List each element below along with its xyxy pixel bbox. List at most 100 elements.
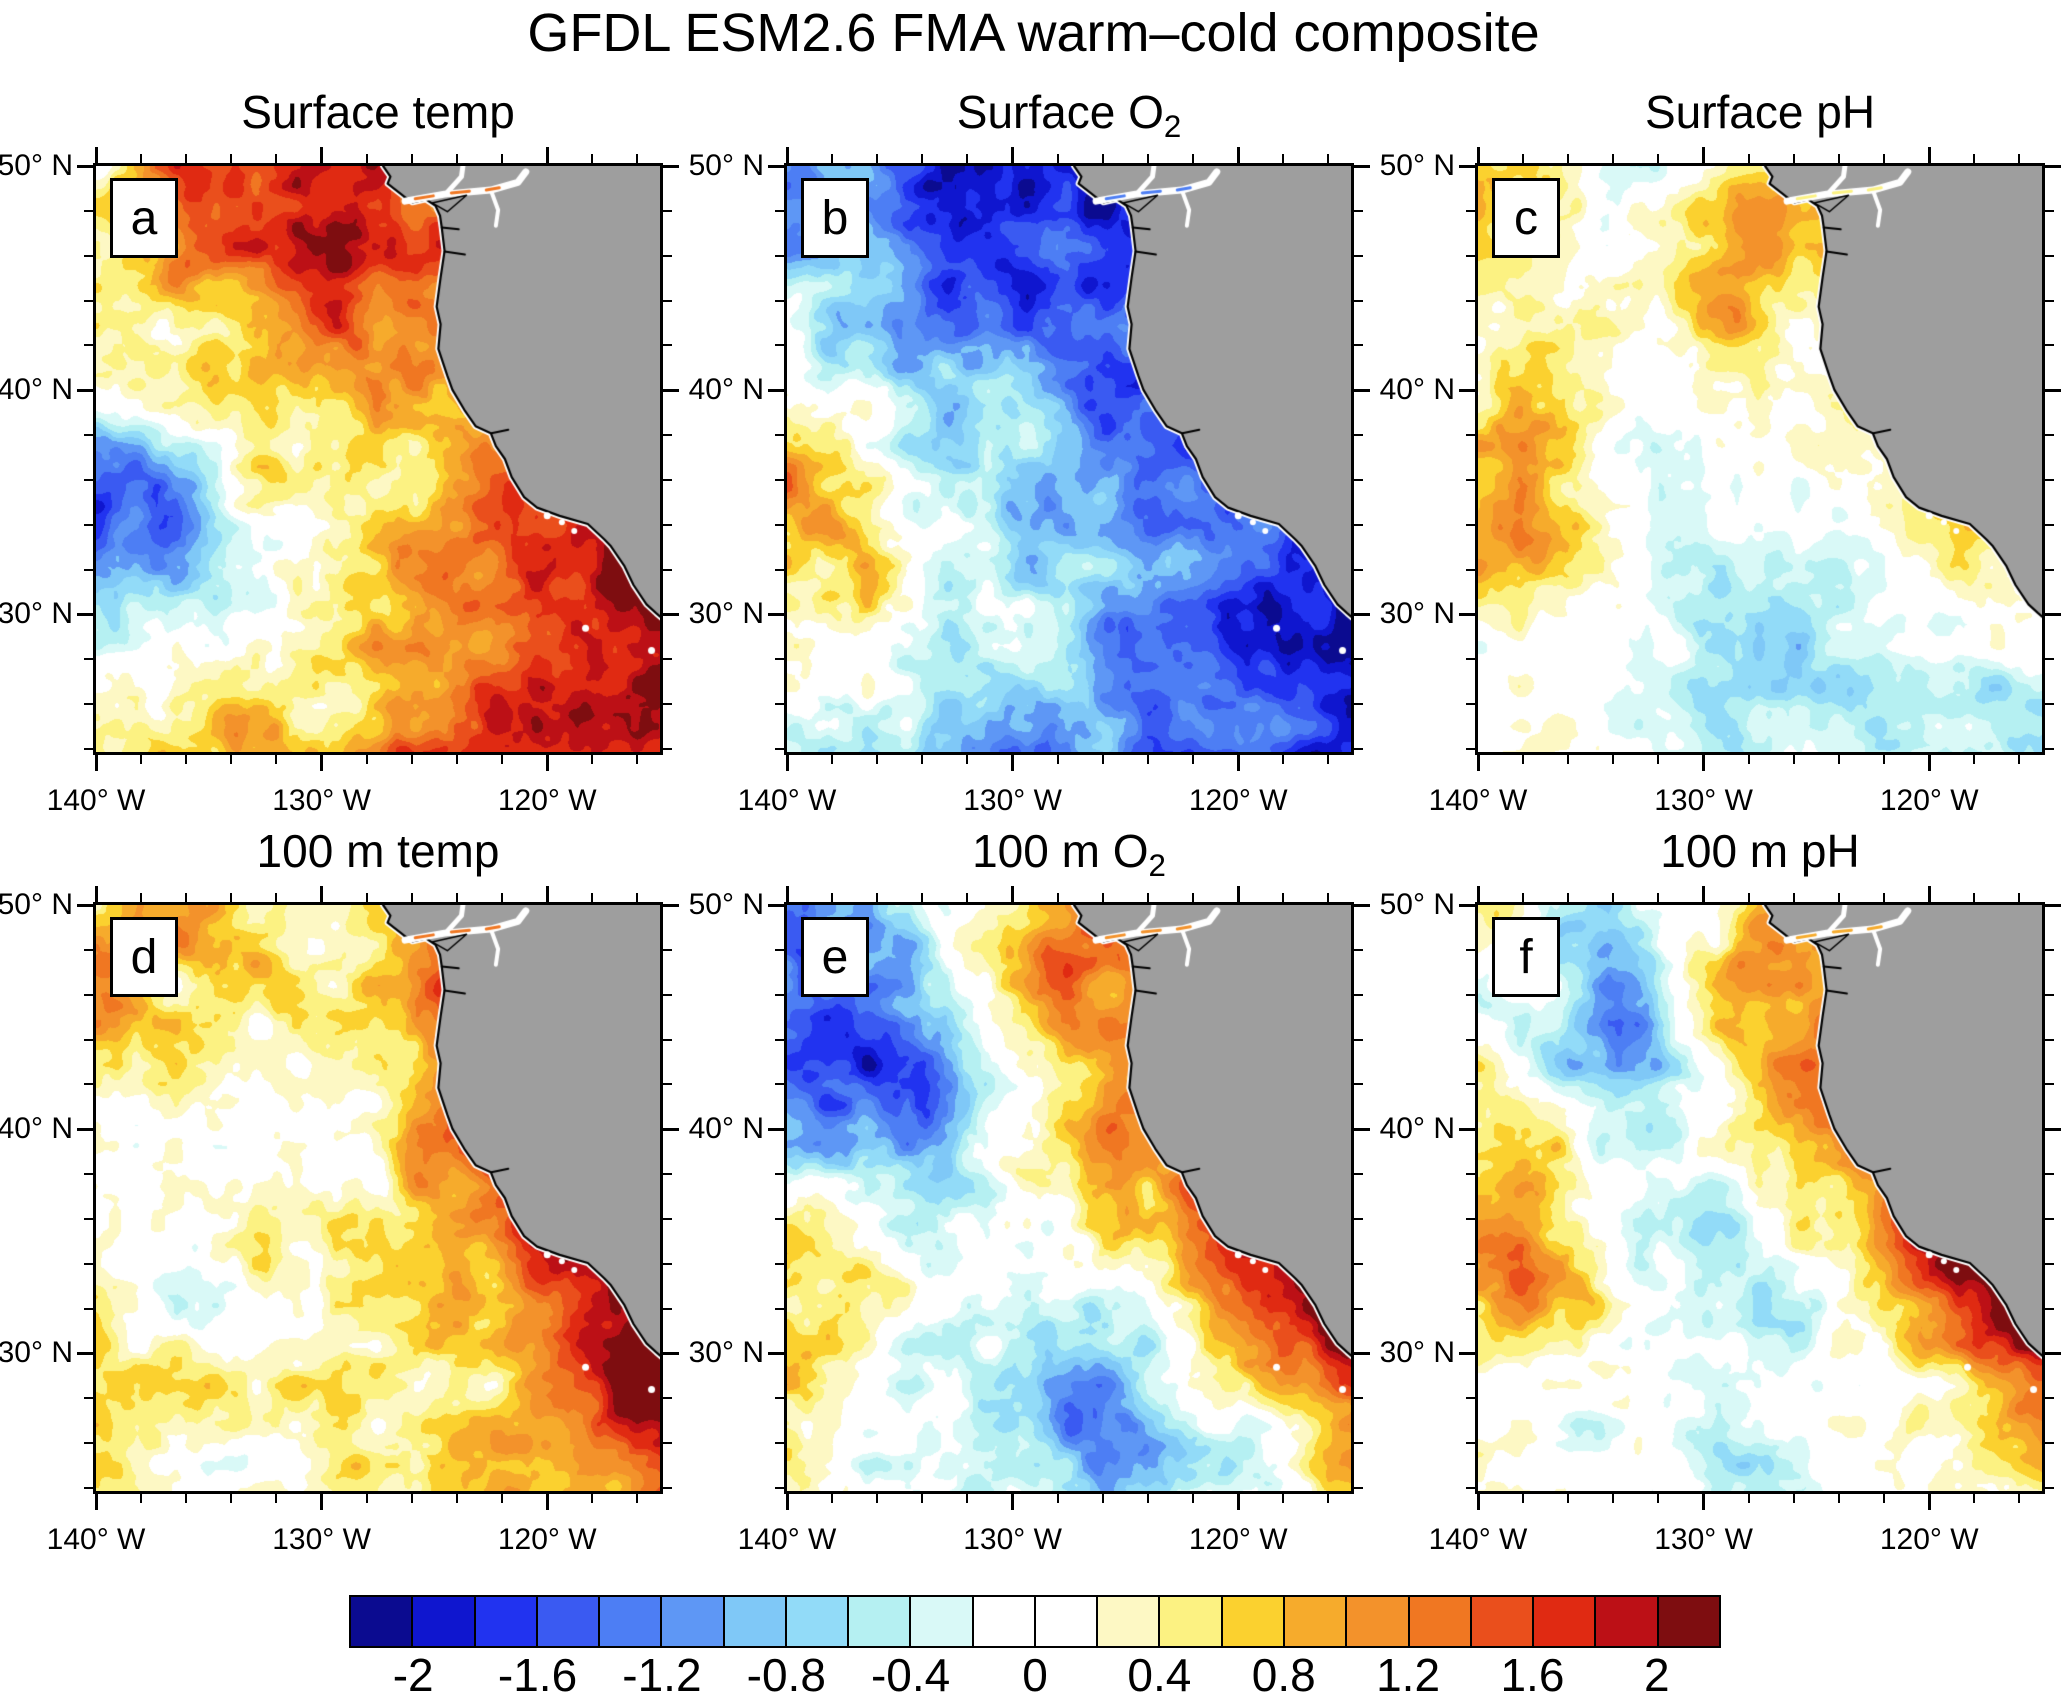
axis-tick (1522, 154, 1525, 163)
axis-tick (775, 478, 784, 481)
axis-tick (1973, 755, 1976, 764)
axis-tick (2018, 755, 2021, 764)
axis-tick (663, 478, 672, 481)
axis-tick (2045, 1351, 2061, 1355)
axis-tick (1354, 434, 1363, 437)
panel-title: Surface temp (241, 84, 515, 155)
axis-tick (768, 388, 784, 392)
axis-tick (876, 755, 879, 764)
axis-tick (1011, 147, 1015, 163)
axis-tick (275, 1494, 278, 1503)
axis-tick (1354, 1083, 1363, 1086)
axis-tick (2045, 523, 2054, 526)
colorbar-tick-label: -1.6 (497, 1649, 578, 1700)
axis-tick (966, 755, 969, 764)
panel-letter: a (130, 191, 158, 245)
axis-tick (775, 703, 784, 706)
axis-tick (1466, 523, 1475, 526)
axis-tick (2045, 344, 2054, 347)
axis-tick (84, 1038, 93, 1041)
colorbar-tick-label: 0.8 (1251, 1649, 1316, 1700)
axis-tick (77, 1351, 93, 1355)
axis-tick (84, 478, 93, 481)
axis-tick (84, 254, 93, 257)
lon-tick-label: 120° W (1188, 1523, 1288, 1556)
axis-tick (785, 1494, 789, 1510)
axis-tick (1327, 893, 1330, 902)
axis-tick (84, 434, 93, 437)
axis-tick (1612, 893, 1615, 902)
axis-tick (84, 523, 93, 526)
panel-title: Surface pH (1645, 84, 1875, 155)
panel-e: 100 m O2 e 50° N 40° N 30° N 140° W 130° W 12… (689, 825, 1370, 1556)
axis-tick (84, 747, 93, 750)
axis-tick (2045, 993, 2054, 996)
panel-title-text: 100 m temp (256, 825, 500, 877)
axis-tick (591, 893, 594, 902)
axis-tick (1612, 1494, 1615, 1503)
panel-letter-box: c (1492, 178, 1560, 258)
lon-tick-label: 120° W (497, 1523, 597, 1556)
axis-tick (140, 1494, 143, 1503)
axis-tick (775, 747, 784, 750)
axis-tick (2045, 903, 2061, 907)
axis-tick (1567, 755, 1570, 764)
axis-tick (1702, 1494, 1706, 1510)
colorbar-cell (973, 1597, 1036, 1646)
axis-tick (636, 154, 639, 163)
lat-tick-label: 30° N (1379, 1336, 1455, 1370)
axis-tick (94, 1494, 98, 1510)
axis-tick (768, 164, 784, 168)
axis-tick (831, 755, 834, 764)
axis-tick (1192, 1494, 1195, 1503)
panel-title: 100 m temp (257, 823, 500, 894)
axis-tick (1837, 755, 1840, 764)
axis-tick (831, 893, 834, 902)
axis-tick (2045, 612, 2061, 616)
axis-tick (84, 1083, 93, 1086)
axis-tick (1011, 1494, 1015, 1510)
colorbar-cell (1035, 1597, 1099, 1646)
map-canvas (787, 905, 1351, 1491)
axis-tick (84, 658, 93, 661)
axis-tick (1747, 154, 1750, 163)
axis-tick (663, 903, 679, 907)
lat-tick-label: 30° N (0, 1336, 73, 1370)
axis-tick (1466, 993, 1475, 996)
axis-tick (1883, 755, 1886, 764)
axis-tick (2045, 209, 2054, 212)
axis-tick (1476, 886, 1480, 902)
axis-tick (591, 755, 594, 764)
lat-tick-label: 40° N (1379, 373, 1455, 407)
axis-tick (2045, 1217, 2054, 1220)
axis-tick (1354, 164, 1370, 168)
axis-tick (1657, 154, 1660, 163)
axis-tick (775, 1038, 784, 1041)
axis-tick (455, 755, 458, 764)
axis-tick (663, 747, 672, 750)
axis-tick (663, 254, 672, 257)
panel-letter: b (821, 191, 849, 245)
colorbar-cell (1347, 1597, 1410, 1646)
axis-tick (2045, 388, 2061, 392)
axis-tick (1192, 893, 1195, 902)
axis-tick (77, 164, 93, 168)
axis-tick (1466, 1217, 1475, 1220)
axis-tick (663, 1173, 672, 1176)
axis-tick (1466, 568, 1475, 571)
colorbar-cell (1222, 1597, 1285, 1646)
axis-tick (94, 755, 98, 771)
axis-tick (1837, 1494, 1840, 1503)
axis-tick (1354, 703, 1363, 706)
axis-tick (1702, 755, 1706, 771)
axis-tick (775, 993, 784, 996)
axis-tick (663, 1307, 672, 1310)
panel-title: Surface O2 (957, 84, 1181, 155)
lat-tick-label: 30° N (1379, 597, 1455, 631)
panel-d: 100 m temp d 50° N 40° N 30° N 140° W 130° W… (0, 825, 679, 1556)
axis-tick (320, 147, 324, 163)
colorbar-cell (1284, 1597, 1348, 1646)
axis-tick (1476, 147, 1480, 163)
axis-tick (1522, 755, 1525, 764)
